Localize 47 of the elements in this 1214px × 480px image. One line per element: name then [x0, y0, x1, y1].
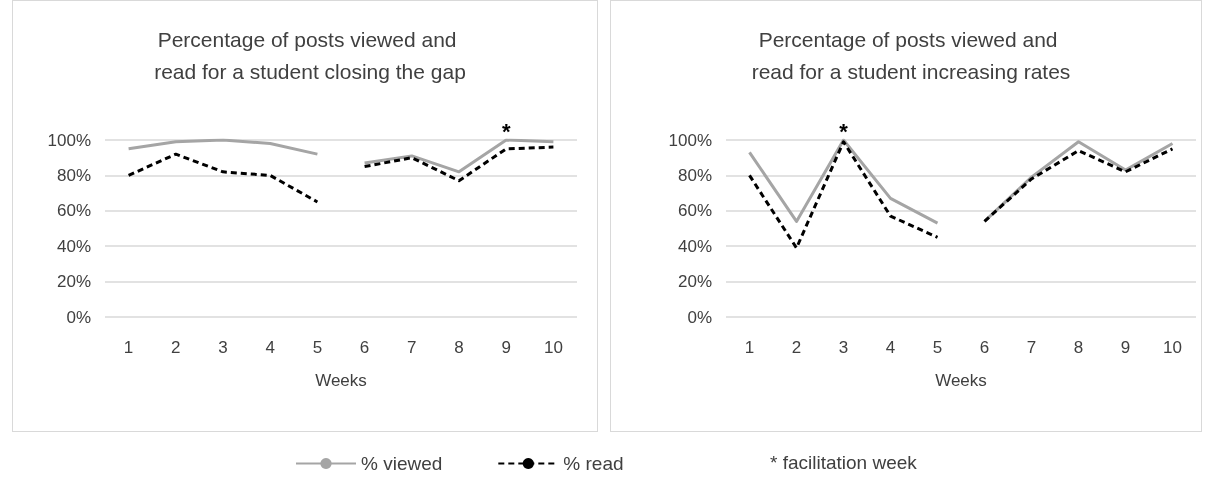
x-tick-label: 8	[454, 338, 464, 357]
line-series	[748, 138, 939, 225]
y-tick-label: 40%	[677, 236, 712, 256]
chart-title: Percentage of posts viewed and read for a student closing the gap	[154, 27, 466, 83]
y-tick-label: 20%	[677, 272, 712, 292]
line-series	[363, 145, 555, 183]
y-tick-label: 0%	[687, 307, 712, 327]
x-tick-label: 1	[744, 338, 755, 357]
x-tick-label: 8	[1073, 338, 1084, 357]
x-tick-label: 3	[838, 338, 849, 357]
y-tick-label: 0%	[66, 307, 91, 327]
x-tick-label: 7	[1026, 338, 1037, 357]
x-tick-label: 6	[359, 338, 370, 357]
x-tick-label: 4	[885, 338, 896, 357]
x-tick-label: 9	[1120, 338, 1131, 357]
x-tick-label: 2	[171, 338, 181, 357]
x-tick-label: 5	[932, 338, 943, 357]
x-tick-label: 6	[979, 338, 990, 357]
x-tick-label: 5	[312, 338, 323, 357]
x-axis-title: Weeks	[315, 371, 367, 390]
y-tick-label: 80%	[677, 165, 712, 185]
x-tick-label: 3	[218, 338, 228, 357]
line-series	[748, 140, 939, 250]
text: * facilitation week	[770, 452, 918, 473]
x-tick-label: 1	[123, 338, 134, 357]
annotation: *	[501, 118, 511, 144]
x-axis-title: Weeks	[935, 371, 987, 390]
chart-title: Percentage of posts viewed and read for a student increasing rates	[751, 27, 1071, 83]
x-tick-label: 10	[543, 338, 563, 357]
line-series	[127, 138, 319, 156]
x-tick-label: 2	[791, 338, 802, 357]
y-tick-label: 20%	[56, 272, 91, 292]
annotation: *	[839, 118, 849, 144]
legend-label: % viewed	[361, 453, 443, 474]
x-tick-label: 10	[1163, 338, 1182, 357]
y-tick-label: 60%	[677, 201, 712, 221]
x-tick-label: 7	[407, 338, 417, 357]
line-series	[363, 138, 555, 174]
line-series	[127, 152, 319, 204]
y-tick-label: 100%	[47, 130, 91, 150]
y-tick-label: 40%	[56, 236, 91, 256]
legend-label: % read	[563, 453, 624, 474]
x-tick-label: 4	[265, 338, 275, 357]
y-tick-label: 100%	[668, 130, 712, 150]
y-tick-label: 60%	[56, 201, 91, 221]
x-tick-label: 9	[501, 338, 511, 357]
y-tick-label: 80%	[56, 165, 91, 185]
